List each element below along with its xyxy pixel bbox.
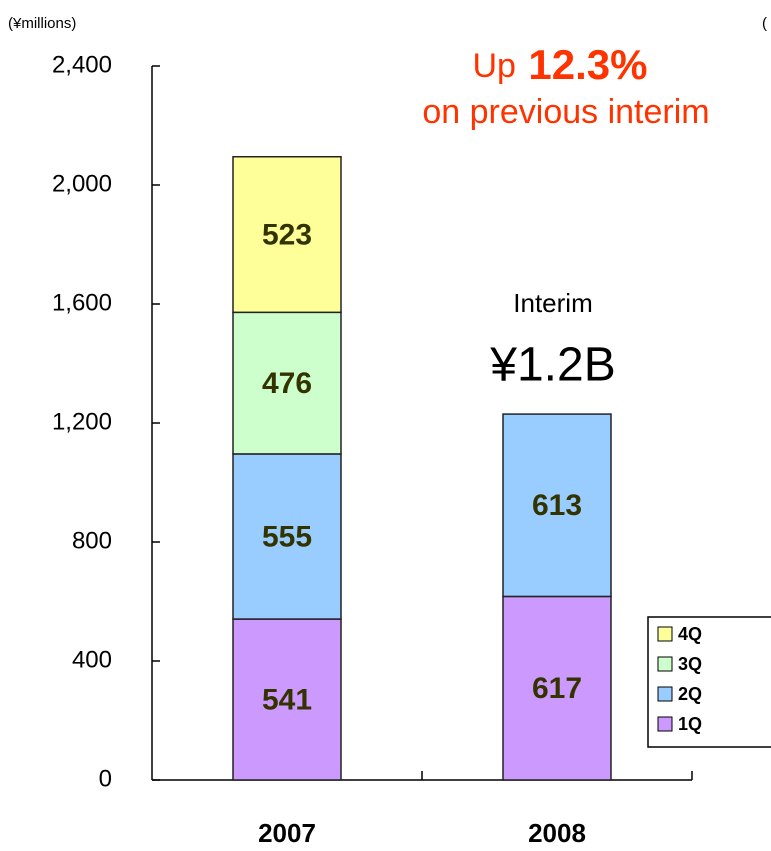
legend-label: 1Q	[678, 714, 702, 734]
headline-prefix: Up	[472, 47, 515, 85]
data-label: 476	[262, 367, 312, 400]
data-label: 541	[262, 683, 312, 716]
legend-swatch	[657, 626, 673, 642]
y-tick-label: 800	[72, 527, 112, 554]
annotation-title: Interim	[513, 288, 592, 318]
y-tick-label: 1,200	[52, 408, 112, 435]
y-tick-label: 1,600	[52, 289, 112, 316]
headline-value: 12.3%	[528, 41, 647, 88]
data-label: 617	[532, 672, 582, 705]
data-label: 555	[262, 520, 312, 553]
bar-segment	[232, 618, 342, 781]
data-label: 613	[532, 489, 582, 522]
legend-label: 2Q	[678, 684, 702, 704]
legend-label: 3Q	[678, 654, 702, 674]
bar-segment	[502, 595, 612, 781]
bar-segment	[232, 311, 342, 455]
y-tick-label: 2,400	[52, 51, 112, 78]
legend-swatch	[657, 656, 673, 672]
bar-segment	[502, 413, 612, 598]
y-tick-label: 0	[99, 765, 112, 792]
data-label: 523	[262, 218, 312, 251]
unit-label: (¥millions)	[8, 15, 76, 32]
annotation-value: ¥1.2B	[489, 339, 615, 392]
headline-suffix: on previous interim	[422, 93, 709, 131]
legend-label: 4Q	[678, 624, 702, 644]
headline: Up 12.3%	[472, 41, 647, 88]
unit-label-right: (	[762, 15, 767, 32]
legend-swatch	[657, 716, 673, 732]
bar-segment	[232, 155, 342, 314]
bar-segment	[232, 453, 342, 620]
x-tick-label: 2008	[528, 818, 586, 848]
x-tick-label: 2007	[258, 818, 316, 848]
y-tick-label: 400	[72, 646, 112, 673]
legend-swatch	[657, 686, 673, 702]
y-tick-label: 2,000	[52, 170, 112, 197]
